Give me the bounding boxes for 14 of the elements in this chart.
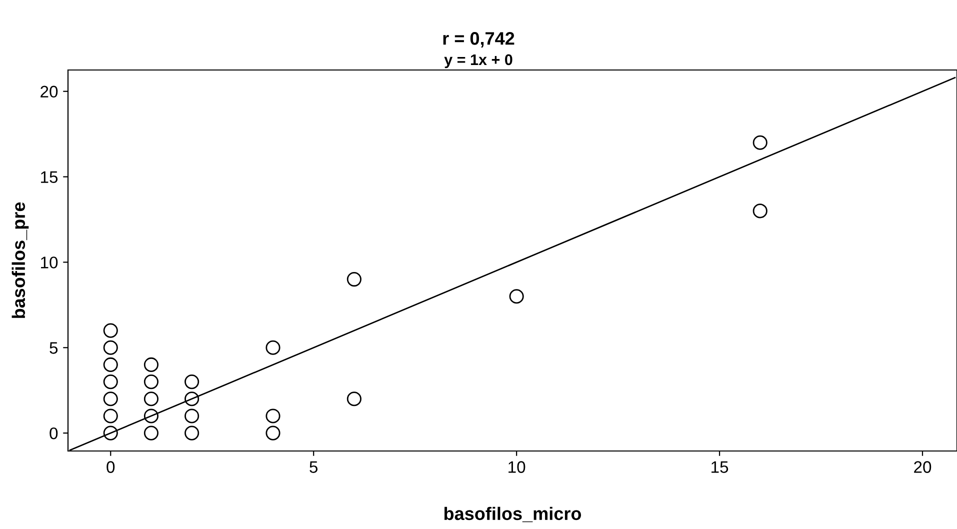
y-tick-label: 20	[40, 86, 58, 98]
y-tick-label: 0	[50, 427, 58, 440]
x-tick-label: 10	[508, 461, 526, 473]
x-tick-label: 15	[712, 461, 728, 473]
y-tick-label: 5	[50, 342, 58, 354]
y-tick-label: 15	[41, 171, 58, 183]
chart-subtitle: y = 1x + 0	[444, 54, 512, 68]
chart-title: r = 0,742	[443, 32, 514, 48]
x-axis-title: basofilos_micro	[444, 506, 582, 522]
x-tick-label: 0	[106, 461, 115, 473]
y-tick-label: 10	[41, 256, 58, 268]
x-tick-label: 5	[310, 461, 318, 473]
x-tick-label: 20	[914, 461, 932, 473]
y-axis-title: basofilos_pre	[12, 202, 29, 318]
